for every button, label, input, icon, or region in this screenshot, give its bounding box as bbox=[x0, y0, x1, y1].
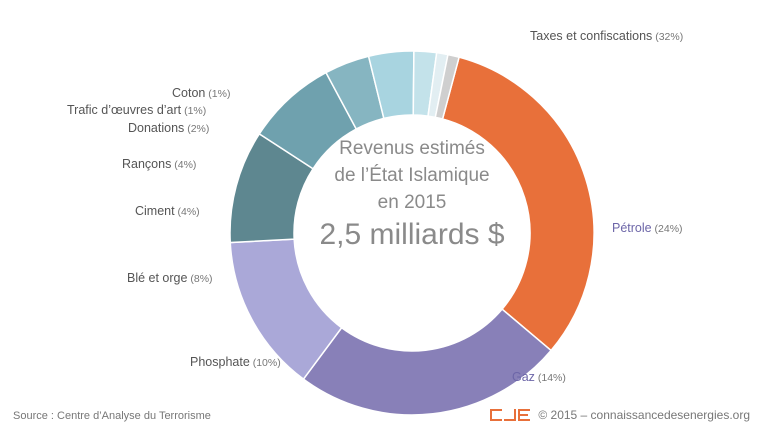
slice-labels: Taxes et confiscations (32%) Pétrole (24%… bbox=[67, 29, 683, 384]
center-title-line-2: de l’État Islamique bbox=[334, 165, 489, 186]
center-total: 2,5 milliards $ bbox=[319, 218, 504, 251]
slice-label: Ciment (4%) bbox=[135, 204, 200, 218]
slice-label: Coton (1%) bbox=[172, 86, 230, 100]
logo-j-shape bbox=[504, 409, 517, 421]
slice-taxes-et-confiscations bbox=[441, 56, 595, 352]
slice-label: Trafic d’œuvres d’art (1%) bbox=[67, 103, 206, 117]
slice-label: Pétrole (24%) bbox=[612, 221, 683, 235]
center-title-line-3: en 2015 bbox=[378, 192, 447, 213]
slice-label: Gaz (14%) bbox=[512, 370, 566, 384]
slice-label: Taxes et confiscations (32%) bbox=[530, 29, 683, 43]
slice-label: Rançons (4%) bbox=[122, 157, 196, 171]
slice-label: Blé et orge (8%) bbox=[127, 271, 213, 285]
center-text: Revenus estimés de l’État Islamique en 2… bbox=[319, 138, 504, 251]
donut-slices bbox=[229, 50, 595, 416]
slice-p-trole bbox=[302, 308, 553, 416]
logo-e-shape bbox=[518, 409, 531, 421]
cde-logo bbox=[490, 409, 531, 421]
slice-coton bbox=[434, 53, 461, 120]
copyright-text: © 2015 – connaissancedesenergies.org bbox=[538, 408, 750, 422]
logo-c-shape bbox=[490, 409, 503, 421]
slice-label: Donations (2%) bbox=[128, 121, 209, 135]
slice-label: Phosphate (10%) bbox=[190, 355, 281, 369]
center-title-line-1: Revenus estimés bbox=[339, 138, 485, 159]
source-note: Source : Centre d’Analyse du Terrorisme bbox=[13, 410, 211, 422]
footer-branding: © 2015 – connaissancedesenergies.org bbox=[490, 408, 750, 422]
